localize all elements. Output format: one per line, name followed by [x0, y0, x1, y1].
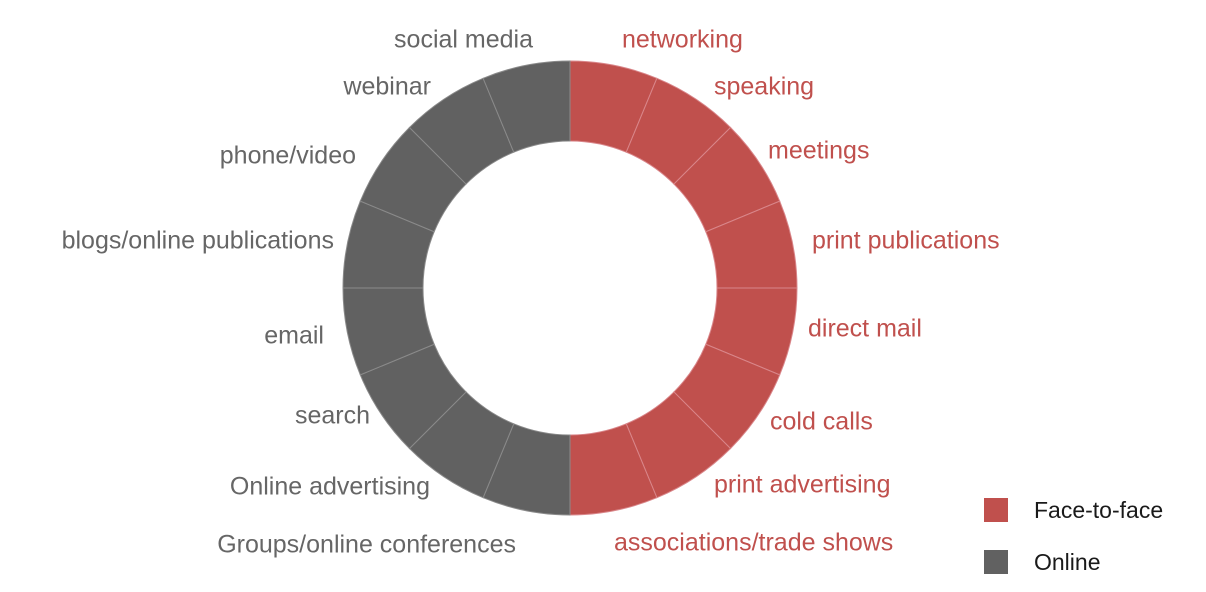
label-social-media: social media: [394, 26, 533, 54]
segment-labels: networking speaking meetings print publicat…: [62, 26, 1000, 559]
legend-swatch-face-to-face: [984, 498, 1008, 522]
legend-label-online: Online: [1034, 548, 1101, 575]
label-groups-online-conferences: Groups/online conferences: [217, 531, 516, 559]
legend-item-online: Online: [984, 538, 1163, 586]
legend: Face-to-face Online: [984, 482, 1163, 586]
label-speaking: speaking: [714, 73, 814, 101]
legend-item-face-to-face: Face-to-face: [984, 486, 1163, 534]
label-print-publications: print publications: [812, 227, 1000, 255]
label-phone-video: phone/video: [220, 142, 356, 170]
label-search: search: [295, 402, 370, 430]
label-email: email: [264, 322, 324, 350]
legend-label-face-to-face: Face-to-face: [1034, 496, 1164, 523]
legend-swatch-online: [984, 550, 1008, 574]
donut-segments: [342, 60, 798, 516]
label-networking: networking: [622, 26, 743, 54]
label-print-advertising: print advertising: [714, 471, 890, 499]
label-associations-trade-shows: associations/trade shows: [614, 529, 893, 557]
slice-social-media: [482, 60, 571, 153]
label-cold-calls: cold calls: [770, 408, 873, 436]
label-online-advertising: Online advertising: [230, 473, 430, 501]
label-meetings: meetings: [768, 137, 869, 165]
label-webinar: webinar: [342, 73, 431, 101]
label-blogs-online-publications: blogs/online publications: [62, 227, 334, 255]
label-direct-mail: direct mail: [808, 315, 922, 343]
